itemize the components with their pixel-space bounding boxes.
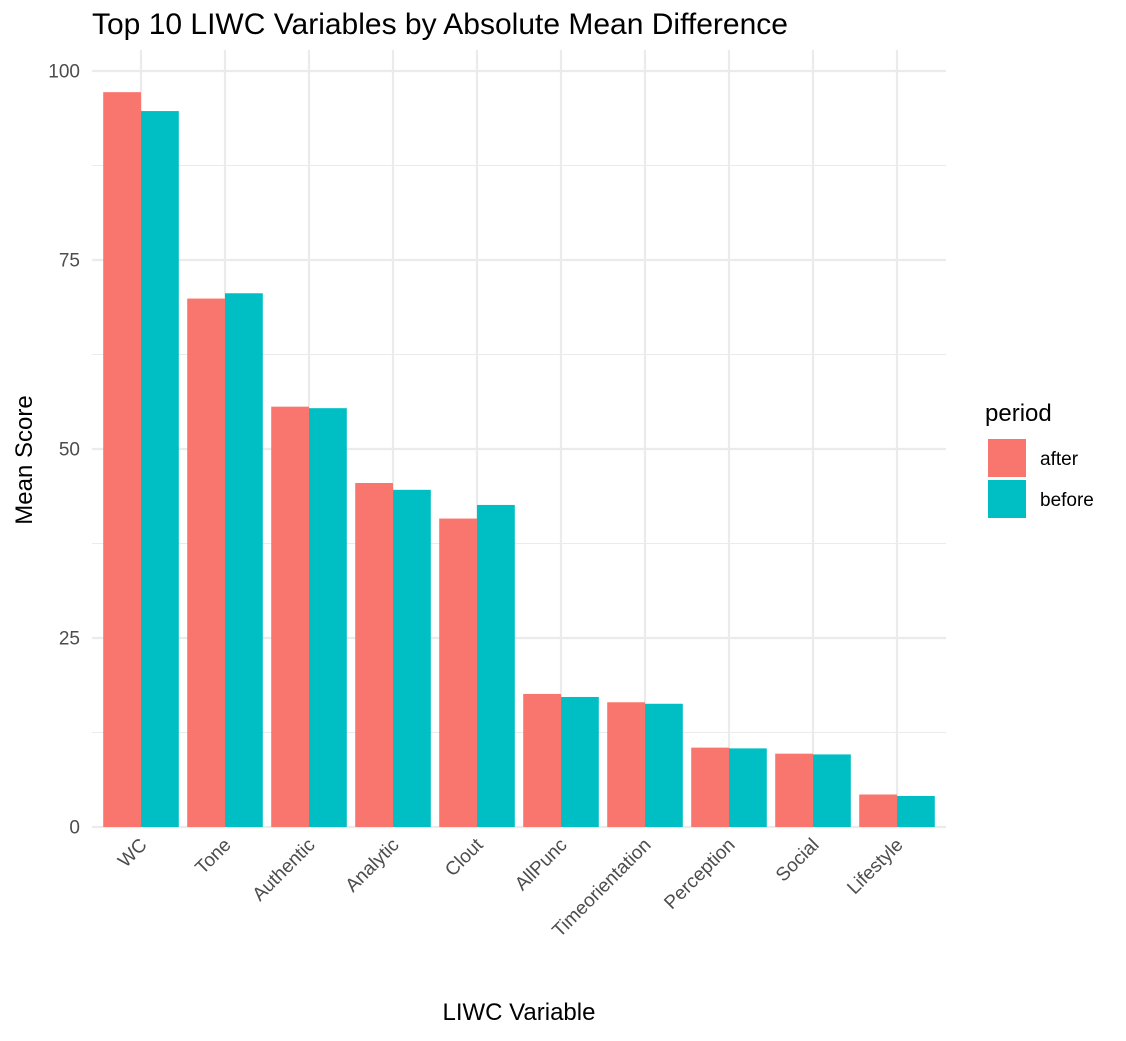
bar-before-allpunc [561, 696, 599, 827]
y-tick-label: 0 [69, 818, 80, 839]
legend: period after before [985, 400, 1094, 518]
y-axis-title: Mean Score [11, 395, 38, 524]
bar-after-social [775, 753, 813, 827]
legend-label-before: before [1040, 490, 1094, 511]
y-axis-ticks: 0 25 50 75 100 [48, 62, 80, 839]
bar-before-authentic [309, 408, 347, 827]
y-tick-label: 50 [59, 440, 80, 461]
y-tick-label: 100 [48, 62, 80, 83]
x-tick-label: Social [772, 835, 823, 886]
legend-items: after before [988, 439, 1094, 518]
x-tick-label: Perception [660, 835, 739, 914]
bar-after-authentic [271, 406, 309, 827]
bar-before-social [813, 754, 851, 827]
x-tick-label: Lifestyle [843, 835, 907, 899]
x-axis-title: LIWC Variable [443, 999, 596, 1026]
bar-after-allpunc [523, 693, 561, 827]
y-tick-label: 25 [59, 629, 80, 650]
bar-after-tone [187, 298, 225, 827]
x-tick-label: WC [114, 835, 151, 872]
x-axis-ticks: WC Tone Authentic Analytic Clout AllPuncTimeo… [114, 834, 907, 941]
bar-before-wc [141, 111, 179, 828]
x-tick-label: Clout [441, 834, 488, 881]
y-tick-label: 75 [59, 251, 80, 272]
bar-before-clout [477, 504, 515, 827]
bars [103, 92, 935, 828]
legend-key-before [988, 480, 1026, 518]
bar-after-timeorientation [607, 702, 645, 827]
x-tick-label: AllPunc [511, 835, 571, 895]
bar-after-wc [103, 92, 141, 828]
bar-after-analytic [355, 483, 393, 827]
legend-title: period [985, 400, 1052, 427]
legend-label-after: after [1040, 449, 1079, 470]
bar-before-lifestyle [897, 796, 935, 827]
x-tick-label: Authentic [249, 835, 320, 906]
bar-after-perception [691, 747, 729, 827]
bar-after-clout [439, 518, 477, 827]
legend-key-after [988, 439, 1026, 477]
bar-before-perception [729, 748, 767, 827]
chart-title: Top 10 LIWC Variables by Absolute Mean D… [92, 8, 788, 41]
bar-before-tone [225, 293, 263, 827]
bar-before-timeorientation [645, 703, 683, 827]
bar-before-analytic [393, 489, 431, 827]
x-tick-label: Tone [192, 835, 236, 879]
bar-after-lifestyle [859, 794, 897, 827]
x-tick-label: Analytic [342, 835, 404, 897]
